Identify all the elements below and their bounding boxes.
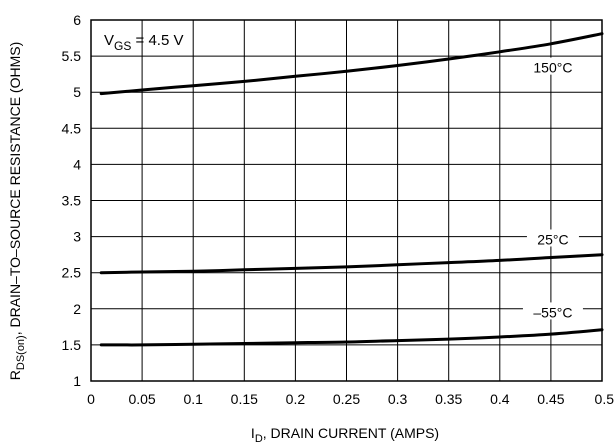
y-tick-label: 4.5 — [62, 120, 82, 136]
y-tick-label: 2.5 — [62, 265, 82, 281]
x-tick-label: 0.45 — [537, 391, 564, 407]
x-tick-label: 0.05 — [128, 391, 155, 407]
y-axis-label-main: R — [7, 370, 23, 380]
plot-frame — [90, 19, 603, 382]
curve-label: 25°C — [537, 231, 568, 247]
x-axis-label-main: I — [251, 425, 255, 441]
x-axis-label-sub: D — [255, 433, 263, 445]
x-axis-label: ID, DRAIN CURRENT (AMPS) — [251, 425, 439, 445]
vgs-annotation-main: V — [104, 32, 114, 49]
x-axis-label-rest: , DRAIN CURRENT (AMPS) — [263, 425, 439, 441]
x-tick-label: 0.3 — [388, 391, 408, 407]
x-tick-label: 0.15 — [231, 391, 258, 407]
vgs-annotation-rest: = 4.5 V — [131, 32, 183, 49]
x-tick-label: 0.4 — [490, 391, 510, 407]
x-tick-label: 0 — [87, 391, 95, 407]
series-line-minus55c — [99, 328, 604, 347]
x-tick-label: 0.5 — [595, 391, 615, 407]
curve-label-background — [522, 57, 583, 75]
x-tick-labels: 0 0.05 0.1 0.15 0.2 0.25 0.3 0.35 0.4 0.45 0.5 — [87, 391, 614, 407]
x-tick-label: 0.35 — [435, 391, 462, 407]
curve-labels: 150°C 25°C –55°C — [522, 57, 583, 320]
vgs-annotation-sub: GS — [114, 39, 131, 53]
series-line-25c — [99, 253, 604, 275]
y-tick-label: 3 — [73, 229, 81, 245]
y-axis-label-sub: DS(on) — [15, 335, 27, 370]
y-tick-label: 5 — [73, 84, 81, 100]
y-tick-label: 5.5 — [62, 48, 82, 64]
curve-label-background — [522, 302, 583, 320]
y-axis-label-rest: , DRAIN–TO–SOURCE RESISTANCE (OHMS) — [7, 42, 23, 336]
vgs-annotation: VGS = 4.5 V — [104, 32, 183, 53]
series-lines — [99, 32, 604, 347]
series-line-150c — [99, 32, 604, 96]
y-tick-label: 1.5 — [62, 337, 82, 353]
curve-label-background — [526, 229, 579, 247]
y-axis-label: RDS(on), DRAIN–TO–SOURCE RESISTANCE (OHM… — [7, 42, 27, 381]
y-tick-label: 2 — [73, 301, 81, 317]
x-tick-label: 0.1 — [183, 391, 203, 407]
grid — [90, 19, 603, 382]
y-tick-label: 3.5 — [62, 193, 82, 209]
curve-label: 150°C — [533, 60, 572, 76]
curve-label: –55°C — [533, 304, 572, 320]
x-tick-label: 0.25 — [333, 391, 360, 407]
y-tick-labels: 1 1.5 2 2.5 3 3.5 4 4.5 5 5.5 6 — [62, 12, 82, 389]
y-tick-label: 1 — [73, 373, 81, 389]
y-tick-label: 6 — [73, 12, 81, 28]
x-tick-label: 0.2 — [286, 391, 306, 407]
y-tick-label: 4 — [73, 156, 81, 172]
